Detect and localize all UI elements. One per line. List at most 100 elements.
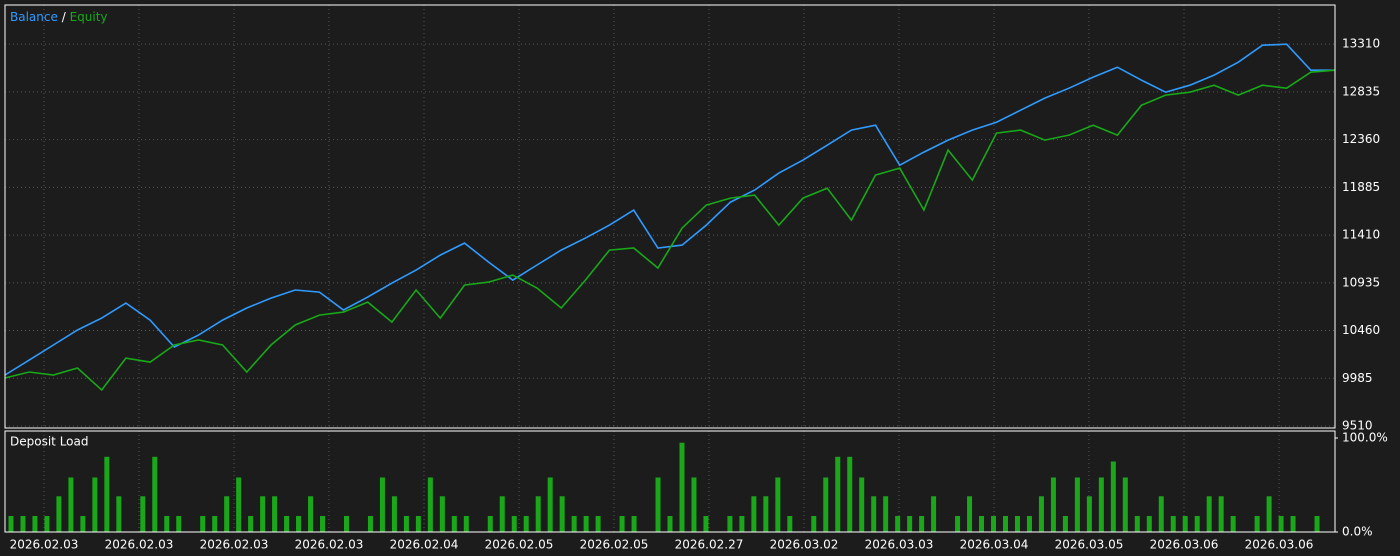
load-bar [775,477,781,532]
load-bar [260,496,266,532]
load-bar [391,496,397,532]
load-bar [631,516,637,532]
main-panel-frame [4,4,1336,429]
load-bar [763,496,769,532]
x-tick-label: 2026.03.02 [770,538,839,552]
load-bar [1026,516,1032,532]
load-bar [104,456,110,532]
y-tick-label: 10460 [1342,323,1380,337]
load-bar [547,477,553,532]
load-bar [595,516,601,532]
load-bar [691,477,697,532]
load-bar [751,496,757,532]
load-bar [1086,496,1092,532]
x-tick-label: 2026.03.03 [865,538,934,552]
load-bar [379,477,385,532]
y-tick-label: 11410 [1342,228,1380,242]
load-bar [787,516,793,532]
x-tick-label: 2026.03.04 [960,538,1029,552]
load-bar [439,496,445,532]
legend: Balance / Equity [10,10,108,24]
load-bar [523,516,529,532]
load-bar [32,516,38,532]
load-bar [176,516,182,532]
load-bar [164,516,170,532]
load-panel-frame [4,430,1336,533]
load-bar [80,516,86,532]
load-bar [296,516,302,532]
legend-balance: Balance [10,10,58,24]
load-bar [56,496,62,532]
y-tick-label: 0.0% [1342,525,1373,539]
load-bar [883,496,889,532]
load-bar [1254,516,1260,532]
load-bar [367,516,373,532]
load-bar [152,456,158,532]
y-tick-label: 9985 [1342,371,1373,385]
load-bar [1278,516,1284,532]
grid-layer [5,5,1338,533]
load-bar [811,516,817,532]
x-tick-label: 2026.02.05 [485,538,554,552]
load-bar [895,516,901,532]
load-bar [224,496,230,532]
x-tick-label: 2026.03.06 [1150,538,1219,552]
load-bar [1134,516,1140,532]
x-tick-label: 2026.03.06 [1245,538,1314,552]
panel-title: Deposit Load [10,435,88,449]
load-bar [499,496,505,532]
load-bar [967,496,973,532]
load-bar [272,496,278,532]
load-bar [571,516,577,532]
load-bar [535,496,541,532]
load-bar [1182,516,1188,532]
x-tick-label: 2026.02.03 [295,538,364,552]
load-bar [212,516,218,532]
load-bar [871,496,877,532]
load-bar [655,477,661,532]
x-tick-label: 2026.02.27 [675,538,744,552]
load-bar [1038,496,1044,532]
load-bar [955,516,961,532]
y-tick-label: 100.0% [1342,431,1388,445]
y-tick-label: 12835 [1342,84,1380,98]
load-bar [68,477,74,532]
load-bar [116,496,122,532]
marks-layer [4,43,1336,532]
load-bar [727,516,733,532]
load-bar [1002,516,1008,532]
load-bar [284,516,290,532]
load-bar [583,516,589,532]
load-bar [559,496,565,532]
load-bar [463,516,469,532]
load-bar [8,516,14,532]
x-tick-label: 2026.02.03 [10,538,79,552]
series-line [4,69,1336,392]
load-bar [679,442,685,532]
load-bar [1110,461,1116,532]
load-bar [1014,516,1020,532]
x-tick-label: 2026.02.05 [580,538,649,552]
load-bar [1266,496,1272,532]
y-tick-label: 13310 [1342,37,1380,51]
load-bar [248,516,254,532]
load-bar [703,516,709,532]
load-bar [92,477,98,532]
load-bar [1098,477,1104,532]
load-bar [619,516,625,532]
load-bar [847,456,853,532]
load-bar [1290,516,1296,532]
load-bar [20,516,26,532]
load-bar [308,496,314,532]
load-bar [140,496,146,532]
load-bar [739,516,745,532]
x-tick-label: 2026.02.03 [200,538,269,552]
load-bar [919,516,925,532]
load-bar [1074,477,1080,532]
x-tick-label: 2026.02.03 [105,538,174,552]
y-tick-label: 9510 [1342,418,1373,432]
load-bar [236,477,242,532]
load-bar [1206,496,1212,532]
load-bar [415,516,421,532]
x-tick-label: 2026.02.04 [390,538,459,552]
